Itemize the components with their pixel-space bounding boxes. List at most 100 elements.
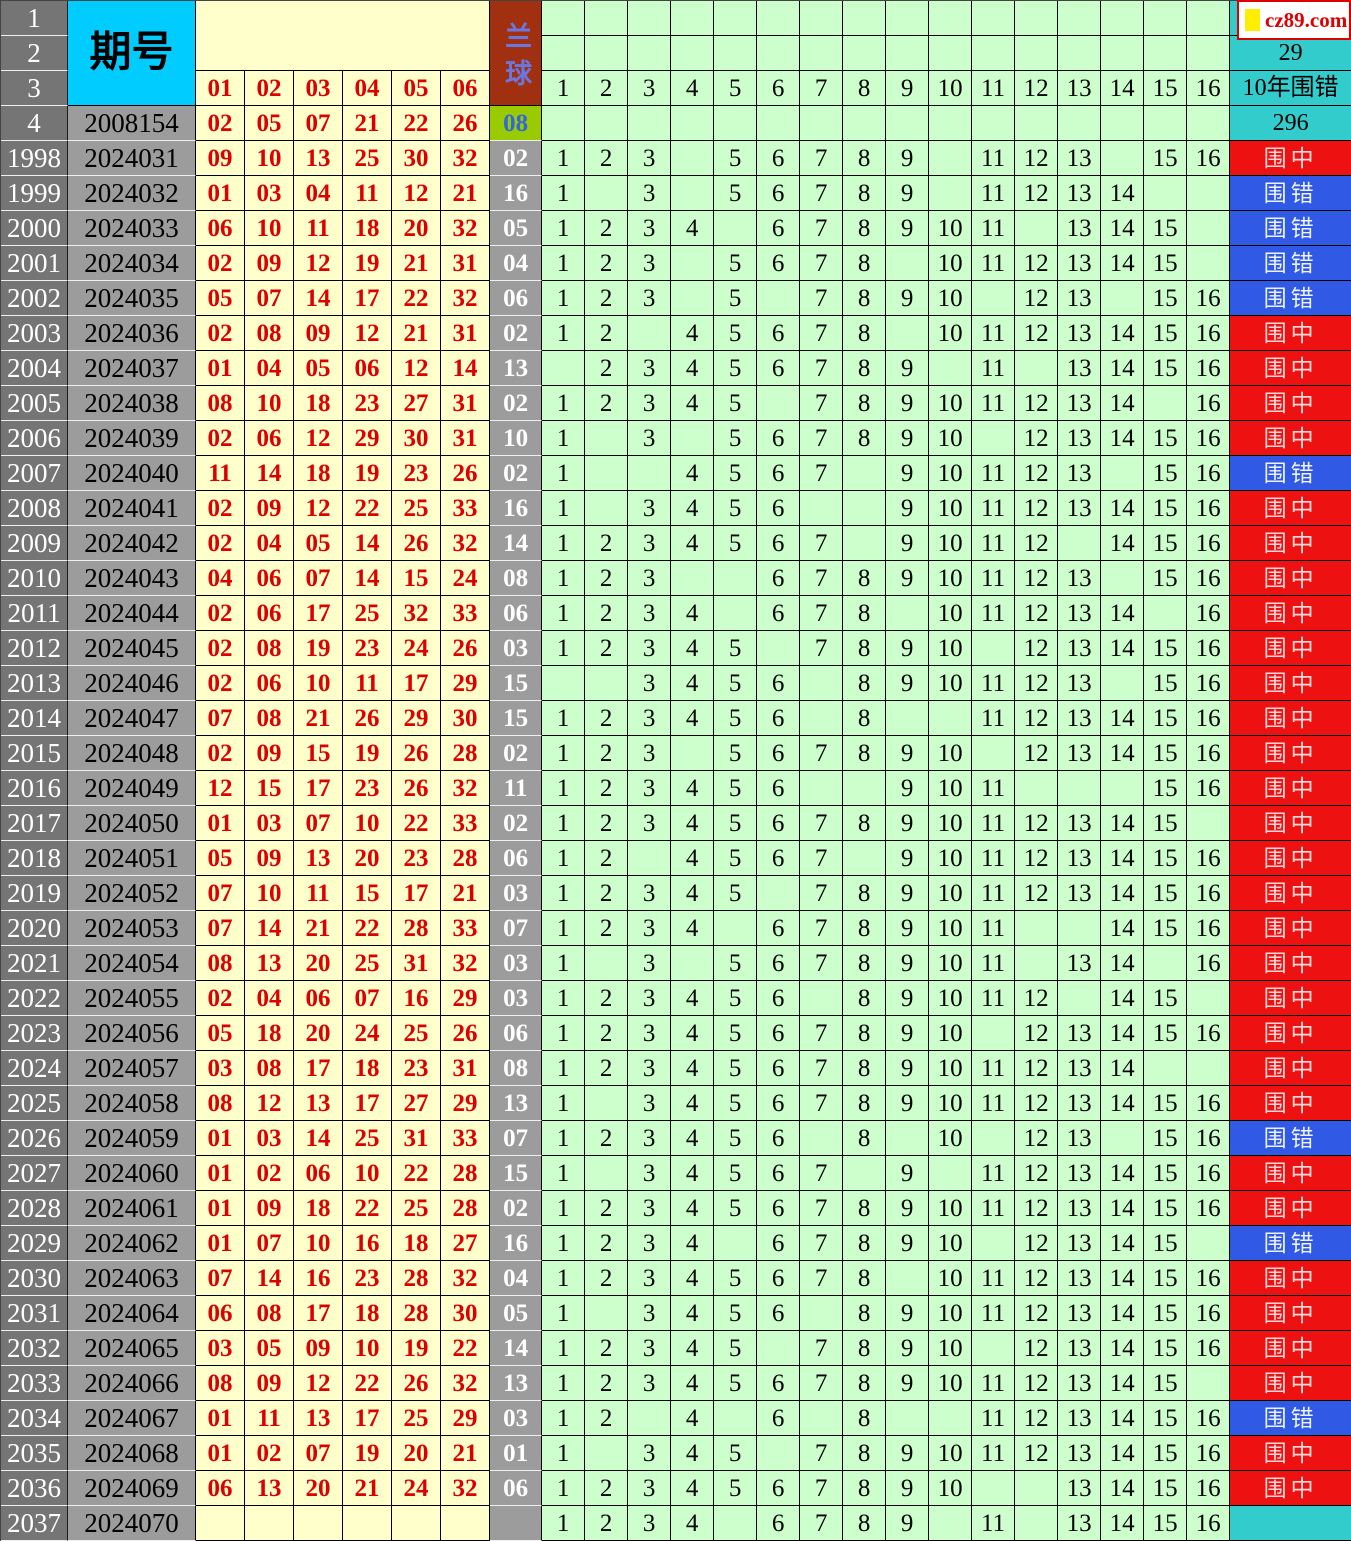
ball-grid-cell: 14 — [1101, 911, 1145, 946]
red-ball-col-header: 05 — [392, 71, 441, 106]
site-logo[interactable]: cz89.com — [1237, 0, 1351, 40]
row-index: 2035 — [1, 1436, 68, 1471]
period-cell: 2024053 — [68, 911, 196, 946]
ball-grid-cell: 13 — [1058, 1331, 1102, 1366]
ball-grid-cell: 15 — [1144, 631, 1188, 666]
ball-grid-cell: 5 — [714, 876, 758, 911]
ball-grid-cell: 12 — [1015, 876, 1059, 911]
ball-grid-cell: 1 — [542, 561, 586, 596]
ball-grid-cell: 4 — [671, 456, 715, 491]
ball-grid-cell: 13 — [1058, 736, 1102, 771]
ball-grid-cell: 8 — [843, 561, 887, 596]
ball-grid-cell: 9 — [886, 981, 930, 1016]
ball-grid-cell: 4 — [671, 1506, 715, 1541]
ball-grid-cell: 6 — [757, 141, 801, 176]
ball-grid-cell: 13 — [1058, 421, 1102, 456]
period-cell: 2024032 — [68, 176, 196, 211]
red-ball-cell: 02 — [196, 526, 245, 561]
ball-grid-cell: 10 — [929, 736, 973, 771]
table-row: 2022 2024055 02 04 06 07 16 29 03 1 2 3 4 5 6 8 9 10 11 12 1… — [1, 981, 1351, 1016]
ball-grid-cell: 1 — [542, 806, 586, 841]
ball-grid-cell: 11 — [972, 1086, 1016, 1121]
ball-grid-cell: 5 — [714, 1331, 758, 1366]
red-ball-cell: 28 — [441, 736, 491, 771]
red-ball-cell: 05 — [196, 1016, 245, 1051]
period-header: 期号 — [68, 1, 196, 106]
ball-grid-cell: 2 — [585, 1506, 629, 1541]
ball-grid-cell: 12 — [1015, 316, 1059, 351]
ball-grid-cell — [757, 631, 801, 666]
ball-grid-cell: 1 — [542, 876, 586, 911]
ball-grid-cell — [1058, 911, 1102, 946]
status-cell: 围中 — [1230, 1016, 1351, 1051]
red-ball-cell: 06 — [196, 1471, 245, 1506]
status-cell: 围中 — [1230, 526, 1351, 561]
ball-grid-cell — [843, 1156, 887, 1191]
ball-grid-cell: 14 — [1101, 1436, 1145, 1471]
ball-grid-cell — [1015, 946, 1059, 981]
red-ball-cell: 01 — [196, 1156, 245, 1191]
ball-grid-cell: 8 — [843, 421, 887, 456]
ball-grid-cell — [843, 491, 887, 526]
ball-grid-cell: 6 — [757, 1156, 801, 1191]
ball-grid-cell: 16 — [1187, 1156, 1231, 1191]
ball-grid-cell: 4 — [671, 1086, 715, 1121]
ball-grid-cell: 12 — [1015, 701, 1059, 736]
red-ball-cell: 12 — [343, 316, 392, 351]
ball-grid-cell: 13 — [1058, 1471, 1102, 1506]
ball-grid-cell: 2 — [585, 981, 629, 1016]
ball-grid-cell: 1 — [542, 281, 586, 316]
ball-grid-cell: 3 — [628, 1226, 672, 1261]
ball-grid-cell: 16 — [1187, 911, 1231, 946]
ball-grid-cell — [800, 701, 844, 736]
period-cell: 2024048 — [68, 736, 196, 771]
ball-grid-cell: 16 — [1187, 946, 1231, 981]
ball-grid-cell: 2 — [585, 1331, 629, 1366]
period-cell: 2024031 — [68, 141, 196, 176]
ball-grid-cell: 3 — [628, 1506, 672, 1541]
table-row: 2035 2024068 01 02 07 19 20 21 01 1 3 4 5 7 8 9 10 11 12 13… — [1, 1436, 1351, 1471]
red-ball-cell: 13 — [294, 841, 343, 876]
ball-grid-cell: 3 — [628, 491, 672, 526]
ball-grid-cell: 3 — [628, 1261, 672, 1296]
ball-grid-cell — [1187, 1366, 1231, 1401]
ball-col-header: 6 — [757, 71, 801, 106]
ball-grid-cell: 1 — [542, 1401, 586, 1436]
status-cell: 围中 — [1230, 386, 1351, 421]
status-cell: 围中 — [1230, 1296, 1351, 1331]
red-ball-cell: 20 — [392, 1436, 441, 1471]
ball-grid-cell — [714, 561, 758, 596]
row-index: 2020 — [1, 911, 68, 946]
ball-grid-cell: 5 — [714, 841, 758, 876]
period-cell: 2024061 — [68, 1191, 196, 1226]
table-row: 2024 2024057 03 08 17 18 23 31 08 1 2 3 4 5 6 7 8 9 10 11 12… — [1, 1051, 1351, 1086]
blue-ball-cell: 16 — [490, 176, 543, 211]
ball-grid-cell — [1144, 36, 1188, 71]
red-ball-cell: 18 — [343, 1051, 392, 1086]
ball-grid-cell — [585, 666, 629, 701]
ball-grid-cell: 10 — [929, 1121, 973, 1156]
blue-ball-cell: 15 — [490, 1156, 543, 1191]
ball-grid-cell: 7 — [800, 806, 844, 841]
ball-grid-cell: 3 — [628, 1471, 672, 1506]
ball-grid-cell: 16 — [1187, 771, 1231, 806]
ball-grid-cell: 14 — [1101, 1366, 1145, 1401]
ball-grid-cell: 10 — [929, 1296, 973, 1331]
ball-grid-cell: 10 — [929, 911, 973, 946]
red-ball-cell: 29 — [441, 666, 491, 701]
ball-grid-cell: 9 — [886, 1016, 930, 1051]
ball-grid-cell: 11 — [972, 876, 1016, 911]
ball-col-header: 5 — [714, 71, 758, 106]
ball-grid-cell: 10 — [929, 981, 973, 1016]
ball-grid-cell: 14 — [1101, 596, 1145, 631]
table-row: 1998 2024031 09 10 13 25 30 32 02 1 2 3 5 6 7 8 9 11 12 13 1… — [1, 141, 1351, 176]
red-ball-cell: 32 — [441, 1471, 491, 1506]
red-ball-cell: 14 — [245, 911, 294, 946]
ball-grid-cell: 10 — [929, 211, 973, 246]
period-cell: 2024060 — [68, 1156, 196, 1191]
ball-grid-cell: 13 — [1058, 1016, 1102, 1051]
table-row: 2030 2024063 07 14 16 23 28 32 04 1 2 3 4 5 6 7 8 10 11 12 1… — [1, 1261, 1351, 1296]
red-ball-cell: 21 — [441, 876, 491, 911]
ball-grid-cell: 9 — [886, 351, 930, 386]
ball-grid-cell: 10 — [929, 561, 973, 596]
